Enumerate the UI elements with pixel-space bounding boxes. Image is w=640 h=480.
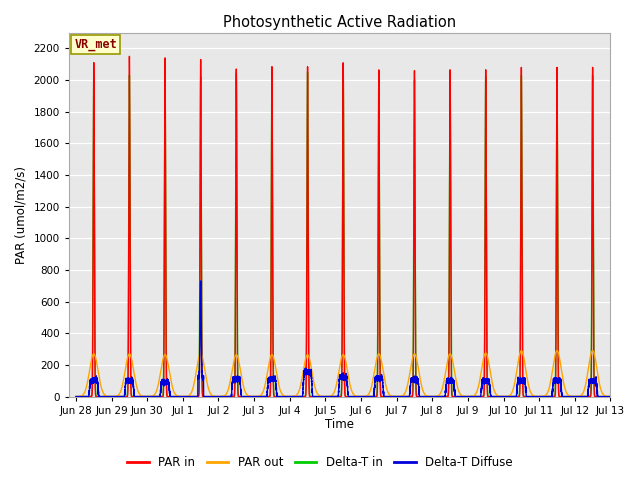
Legend: PAR in, PAR out, Delta-T in, Delta-T Diffuse: PAR in, PAR out, Delta-T in, Delta-T Dif… [123,452,517,474]
Text: VR_met: VR_met [74,38,117,51]
X-axis label: Time: Time [325,419,354,432]
Y-axis label: PAR (umol/m2/s): PAR (umol/m2/s) [15,166,28,264]
Title: Photosynthetic Active Radiation: Photosynthetic Active Radiation [223,15,456,30]
